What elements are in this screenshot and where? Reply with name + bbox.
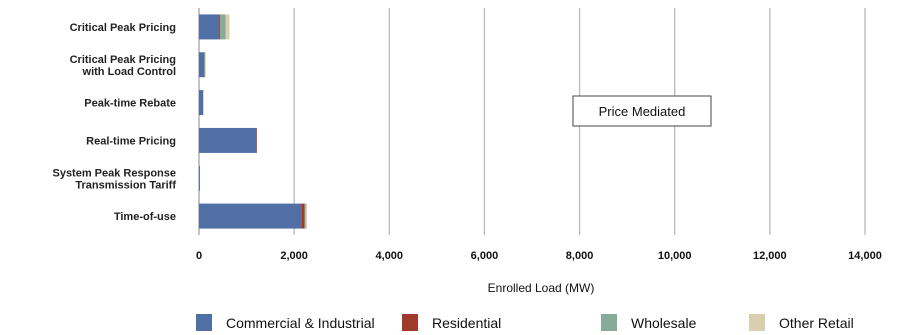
bar-segment [301,203,305,229]
legend-label: Wholesale [631,315,697,331]
legend-label: Commercial & Industrial [226,315,375,331]
legend: Commercial & Industrial Residential Wholes… [196,314,854,331]
category-label: with Load Control [82,66,176,78]
bar-segment [225,14,230,40]
x-tick-label: 12,000 [753,250,787,262]
legend-label: Residential [432,315,501,331]
x-tick-label: 4,000 [376,250,404,262]
bar-segment [199,90,204,116]
x-tick-label: 8,000 [566,250,594,262]
annotation-text: Price Mediated [599,104,686,119]
legend-swatch [749,314,765,331]
category-label: Critical Peak Pricing [70,54,176,66]
x-tick-label: 6,000 [471,250,499,262]
bar-segment [199,52,205,78]
x-axis-title: Enrolled Load (MW) [488,281,595,295]
legend-swatch [402,314,418,331]
x-tick-labels: 0 2,000 4,000 6,000 8,000 10,000 12,000 14,000 [196,250,882,262]
bar-segment [305,203,307,229]
bar-segment [199,127,257,153]
category-label: Critical Peak Pricing [70,22,176,34]
category-label: Peak-time Rebate [84,98,176,110]
bar-segment [218,14,220,40]
bar-segment [204,52,206,78]
legend-swatch [601,314,617,331]
category-label: System Peak Response [52,167,176,179]
x-tick-label: 2,000 [280,250,308,262]
category-label: Transmission Tariff [75,179,176,191]
x-tick-label: 10,000 [658,250,692,262]
category-label: Real-time Pricing [86,135,176,147]
x-tick-label: 14,000 [848,250,882,262]
bar-segment [199,203,302,229]
annotation-box: Price Mediated [572,95,712,127]
bar-segment [304,203,306,229]
x-tick-label: 0 [196,250,202,262]
category-labels: Critical Peak Pricing Critical Peak Prici… [52,22,176,223]
bar-segment [219,14,226,40]
legend-swatch [196,314,212,331]
legend-label: Other Retail [779,315,854,331]
bar-segment [204,52,206,78]
category-label: Time-of-use [114,211,176,223]
gridlines [198,8,866,235]
bars [199,14,307,229]
bar-segment [256,127,257,153]
bar-segment [199,165,200,191]
bar-segment [199,14,219,40]
